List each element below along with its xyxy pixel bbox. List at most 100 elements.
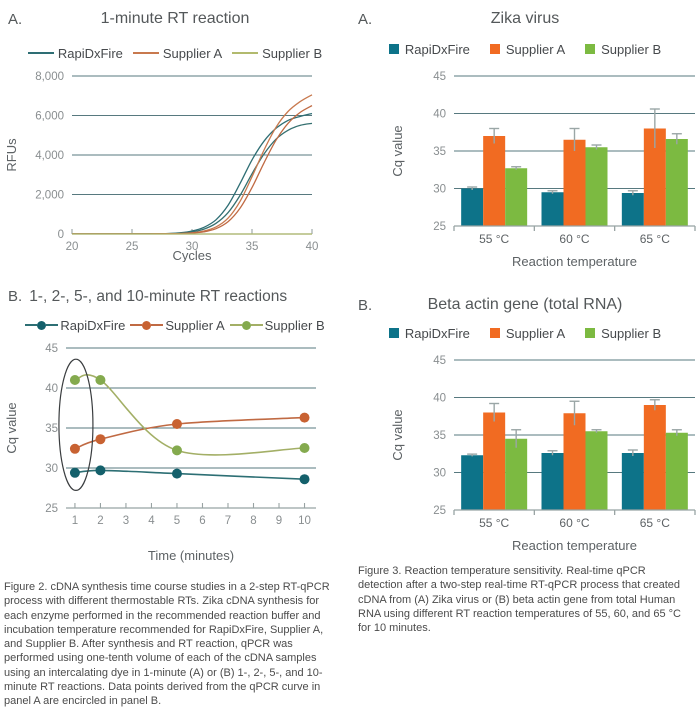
- legend-item: Supplier A: [130, 317, 225, 333]
- legend-label: RapiDxFire: [404, 325, 470, 341]
- figure3-caption: Figure 3. Reaction temperature sensitivi…: [358, 565, 681, 635]
- svg-text:40: 40: [433, 109, 446, 121]
- legend-item: Supplier A: [489, 325, 566, 341]
- legend-item: Supplier B: [229, 317, 325, 333]
- svg-text:Reaction temperature: Reaction temperature: [512, 538, 637, 553]
- figure3-column: A. Zika virus RapiDxFire Supplier A Suppli…: [350, 0, 700, 717]
- legend-label: Supplier A: [505, 325, 566, 341]
- panel-fig3a: A. Zika virus RapiDxFire Supplier A Suppli…: [350, 10, 700, 270]
- legend-item: Supplier A: [489, 41, 566, 57]
- svg-text:8,000: 8,000: [35, 71, 64, 83]
- legend-square-swatch: [489, 44, 500, 54]
- legend-line-marker-swatch: [25, 320, 59, 330]
- zika-cq-bar-chart: 25 30 35 40 45 Cq value Reaction temperature55…: [390, 71, 696, 269]
- svg-text:4: 4: [148, 515, 155, 527]
- svg-text:3: 3: [123, 515, 129, 527]
- svg-text:30: 30: [45, 463, 58, 475]
- svg-text:65 °C: 65 °C: [640, 232, 670, 246]
- svg-text:40: 40: [45, 383, 58, 395]
- svg-text:65 °C: 65 °C: [640, 516, 670, 530]
- svg-text:Reaction temperature: Reaction temperature: [512, 254, 637, 269]
- svg-text:Cq value: Cq value: [390, 409, 405, 460]
- qpcr-amplification-chart: 0 2,000 4,000 6,000 8,000 RFUs Cycles 20 25 30 35 4…: [4, 71, 319, 262]
- svg-text:Cycles: Cycles: [172, 248, 212, 262]
- figure2-caption: Figure 2. cDNA synthesis time course stu…: [4, 581, 330, 708]
- svg-text:40: 40: [433, 393, 446, 405]
- figure2-column: A. 1-minute RT reaction RapiDxFire Suppli…: [0, 10, 350, 708]
- svg-text:8: 8: [250, 515, 256, 527]
- legend-item: RapiDxFire: [25, 318, 125, 333]
- legend-label: Supplier B: [601, 325, 662, 341]
- legend-item: RapiDxFire: [27, 45, 123, 61]
- panel-header: B. 1-, 2-, 5-, and 10-minute RT reaction…: [0, 288, 350, 310]
- panel-label: B.: [358, 297, 373, 314]
- svg-text:35: 35: [433, 430, 446, 442]
- legend: RapiDxFire Supplier A Supplier B: [350, 324, 700, 342]
- svg-text:Time (minutes): Time (minutes): [148, 548, 234, 563]
- legend: RapiDxFire Supplier A Supplier B: [0, 44, 350, 62]
- legend-line-marker-swatch: [130, 320, 164, 330]
- beta-actin-cq-bar-chart: 25 30 35 40 45 Cq value Reaction temperature55…: [390, 355, 696, 553]
- legend-label: Supplier B: [264, 317, 325, 333]
- svg-text:60 °C: 60 °C: [559, 516, 589, 530]
- chart-title: Beta actin gene (total RNA): [427, 296, 623, 313]
- legend-square-swatch: [388, 44, 399, 54]
- panel-fig2b: B. 1-, 2-, 5-, and 10-minute RT reaction…: [0, 288, 350, 564]
- svg-text:Cq value: Cq value: [390, 125, 405, 176]
- legend-line-swatch: [132, 52, 159, 54]
- svg-text:40: 40: [306, 241, 319, 253]
- panel-header: A. Zika virus: [350, 10, 700, 32]
- panel-fig3b: B. Beta actin gene (total RNA) RapiDxFir…: [350, 296, 700, 554]
- legend-square-swatch: [585, 328, 596, 338]
- svg-text:4,000: 4,000: [35, 150, 64, 162]
- svg-text:2,000: 2,000: [35, 190, 64, 202]
- panel-label: B.: [8, 288, 23, 305]
- svg-text:25: 25: [45, 503, 58, 515]
- svg-text:35: 35: [433, 146, 446, 158]
- svg-text:25: 25: [126, 241, 139, 253]
- svg-text:7: 7: [225, 515, 231, 527]
- legend-item: Supplier B: [232, 46, 322, 61]
- svg-text:9: 9: [276, 515, 282, 527]
- legend-label: RapiDxFire: [60, 317, 126, 333]
- legend-square-swatch: [388, 328, 399, 338]
- svg-text:5: 5: [174, 515, 180, 527]
- svg-text:2: 2: [97, 515, 103, 527]
- svg-text:30: 30: [186, 241, 199, 253]
- svg-text:20: 20: [66, 241, 79, 253]
- svg-text:25: 25: [433, 221, 446, 233]
- svg-text:10: 10: [298, 515, 311, 527]
- chart-title: Zika virus: [490, 10, 560, 27]
- panel-label: A.: [358, 11, 373, 28]
- panel-label: A.: [8, 11, 23, 28]
- legend-line-swatch: [232, 52, 259, 54]
- panel-header: A. 1-minute RT reaction: [0, 10, 350, 32]
- svg-text:45: 45: [433, 71, 446, 83]
- legend-item: Supplier B: [585, 42, 661, 57]
- legend-item: Supplier B: [585, 326, 661, 341]
- svg-text:55 °C: 55 °C: [479, 516, 509, 530]
- legend-item: RapiDxFire: [388, 42, 470, 57]
- legend-line-marker-swatch: [229, 320, 263, 330]
- legend-label: RapiDxFire: [57, 45, 123, 61]
- svg-text:1: 1: [72, 515, 78, 527]
- svg-text:0: 0: [58, 229, 64, 241]
- svg-text:45: 45: [433, 355, 446, 367]
- legend-line-swatch: [27, 52, 54, 54]
- chart-title: 1-minute RT reaction: [100, 10, 250, 27]
- legend-label: Supplier B: [262, 45, 323, 61]
- legend-label: Supplier A: [162, 45, 223, 61]
- svg-text:6: 6: [199, 515, 205, 527]
- svg-text:Cq value: Cq value: [4, 402, 19, 453]
- legend-item: Supplier A: [132, 45, 223, 61]
- svg-text:6,000: 6,000: [35, 111, 64, 123]
- legend-square-swatch: [489, 328, 500, 338]
- legend: RapiDxFire Supplier A Supplier B: [0, 316, 350, 334]
- panel-fig2a: A. 1-minute RT reaction RapiDxFire Suppli…: [0, 10, 350, 262]
- panel-header: B. Beta actin gene (total RNA): [350, 296, 700, 318]
- svg-text:30: 30: [433, 468, 446, 480]
- legend-label: Supplier A: [165, 317, 225, 333]
- legend-label: Supplier A: [505, 41, 566, 57]
